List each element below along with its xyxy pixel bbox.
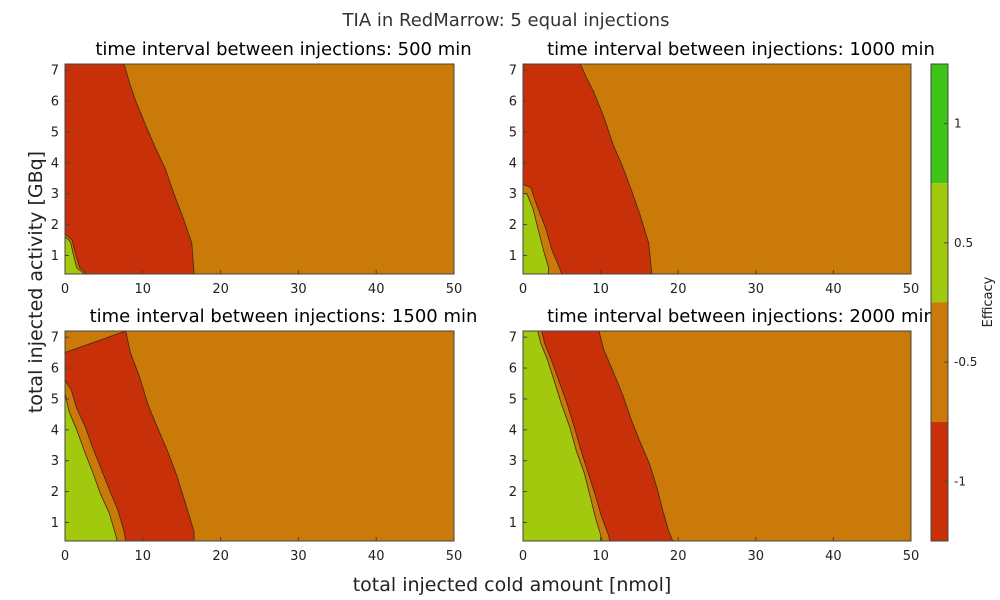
y-tick-label: 6 <box>51 95 59 110</box>
colorbar: 1 0.5 -0.5 -1 Efficacy <box>930 63 996 542</box>
region-green <box>65 236 86 274</box>
region-orange-corner <box>65 331 126 354</box>
x-tick-label: 30 <box>748 282 765 297</box>
x-tick-label: 10 <box>592 549 609 564</box>
x-tick-label: 20 <box>670 282 687 297</box>
x-tick-label: 40 <box>368 549 385 564</box>
colorbar-tick-label: -0.5 <box>954 355 977 369</box>
y-axis-label: total injected activity [GBq] <box>25 151 47 413</box>
y-tick-label: 6 <box>509 362 517 377</box>
y-tick-label: 3 <box>509 187 517 202</box>
x-tick-label: 0 <box>519 549 527 564</box>
x-tick-label: 0 <box>61 549 69 564</box>
x-tick-label: 30 <box>290 549 307 564</box>
y-tick-label: 1 <box>51 249 59 264</box>
x-tick-label: 50 <box>446 282 463 297</box>
y-tick-label: 7 <box>51 331 59 346</box>
y-tick-label: 7 <box>509 64 517 79</box>
axes-frame <box>64 330 455 542</box>
colorbar-segment <box>931 64 948 184</box>
y-tick-label: 5 <box>509 392 517 407</box>
x-tick-label: 40 <box>825 282 842 297</box>
x-tick-label: 10 <box>135 282 152 297</box>
subplot-2: time interval between injections: 1000 m… <box>509 39 935 297</box>
axes-frame <box>522 63 912 275</box>
axes-frame <box>64 63 455 275</box>
x-tick-label: 30 <box>290 282 307 297</box>
subplot-1: time interval between injections: 500 mi… <box>51 39 472 297</box>
y-tick-label: 4 <box>509 156 517 171</box>
y-tick-label: 1 <box>509 516 517 531</box>
y-tick-label: 2 <box>509 485 517 500</box>
region-red <box>523 64 653 274</box>
subplot-title: time interval between injections: 500 mi… <box>95 39 471 60</box>
y-tick-label: 3 <box>509 454 517 469</box>
region-green <box>523 331 603 541</box>
y-tick-label: 7 <box>509 331 517 346</box>
colorbar-tick-label: -1 <box>954 474 966 488</box>
y-tick-label: 4 <box>51 423 59 438</box>
y-tick-label: 2 <box>509 218 517 233</box>
colorbar-label: Efficacy <box>981 276 996 327</box>
subplot-3: time interval between injections: 1500 m… <box>51 306 478 564</box>
y-tick-label: 5 <box>51 392 59 407</box>
subplot-grid: time interval between injections: 500 mi… <box>51 39 935 564</box>
x-tick-label: 0 <box>61 282 69 297</box>
subplot-title: time interval between injections: 1000 m… <box>547 39 935 60</box>
y-tick-label: 4 <box>51 156 59 171</box>
colorbar-tick-label: 0.5 <box>954 236 973 250</box>
figure-title: TIA in RedMarrow: 5 equal injections <box>342 10 670 31</box>
colorbar-frame <box>930 63 949 542</box>
y-tick-label: 1 <box>51 516 59 531</box>
x-tick-label: 50 <box>446 549 463 564</box>
colorbar-segment <box>931 183 948 303</box>
subplot-title: time interval between injections: 2000 m… <box>547 306 935 327</box>
colorbar-segment <box>931 302 948 422</box>
x-tick-label: 40 <box>825 549 842 564</box>
x-tick-label: 20 <box>212 549 229 564</box>
y-tick-label: 2 <box>51 485 59 500</box>
y-tick-label: 3 <box>51 454 59 469</box>
x-tick-label: 30 <box>748 549 765 564</box>
y-tick-label: 7 <box>51 64 59 79</box>
y-tick-label: 2 <box>51 218 59 233</box>
y-tick-label: 1 <box>509 249 517 264</box>
colorbar-tick-label: 1 <box>954 117 962 131</box>
x-tick-label: 20 <box>670 549 687 564</box>
x-tick-label: 10 <box>135 549 152 564</box>
y-tick-label: 3 <box>51 187 59 202</box>
region-green <box>65 392 118 541</box>
x-tick-label: 0 <box>519 282 527 297</box>
x-axis-label: total injected cold amount [nmol] <box>353 574 672 596</box>
region-red <box>65 64 195 274</box>
axes-frame <box>522 330 912 542</box>
y-tick-label: 6 <box>51 362 59 377</box>
colorbar-segment <box>931 421 948 541</box>
subplot-4: time interval between injections: 2000 m… <box>509 306 935 564</box>
y-tick-label: 6 <box>509 95 517 110</box>
y-tick-label: 5 <box>509 125 517 140</box>
y-tick-label: 4 <box>509 423 517 438</box>
subplot-title: time interval between injections: 1500 m… <box>90 306 478 327</box>
y-tick-label: 5 <box>51 125 59 140</box>
x-tick-label: 50 <box>903 549 920 564</box>
x-tick-label: 40 <box>368 282 385 297</box>
x-tick-label: 50 <box>903 282 920 297</box>
x-tick-label: 10 <box>592 282 609 297</box>
x-tick-label: 20 <box>212 282 229 297</box>
